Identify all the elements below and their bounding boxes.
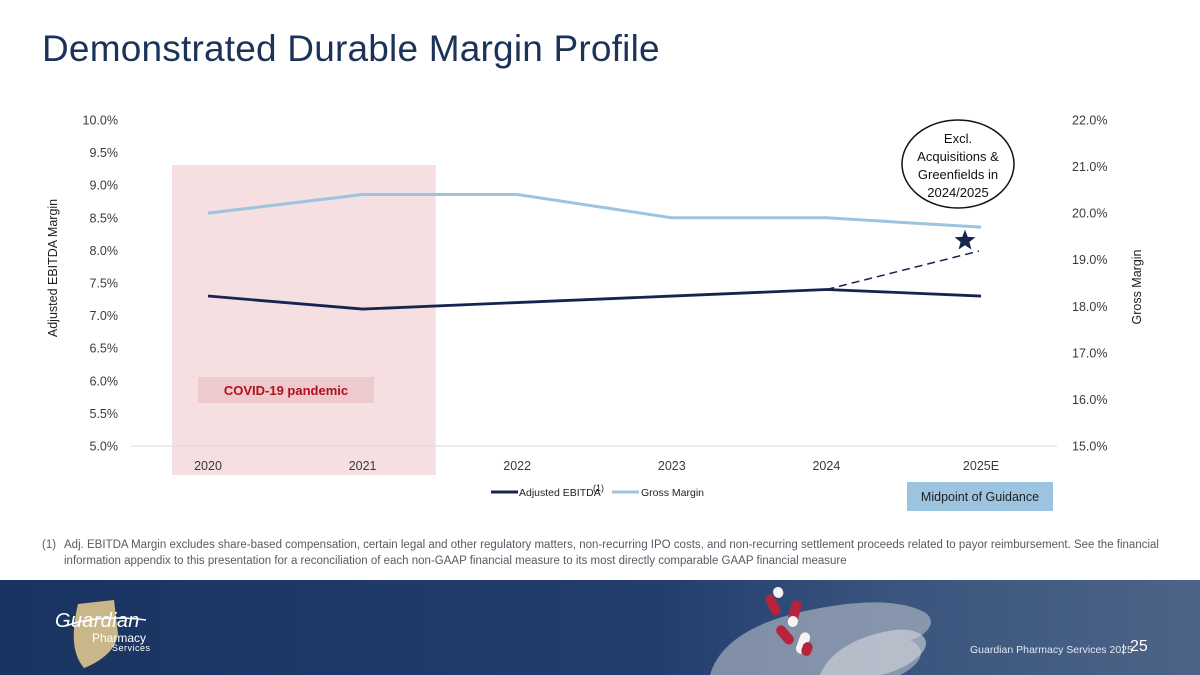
- callout-line-1: Excl.: [944, 131, 972, 146]
- left-tick-label: 7.0%: [90, 309, 119, 323]
- left-tick-label: 5.5%: [90, 407, 119, 421]
- left-tick-label: 9.5%: [90, 146, 119, 160]
- legend-label-gross-margin: Gross Margin: [641, 487, 704, 499]
- left-tick-label: 8.5%: [90, 211, 119, 225]
- footer-bar: Guardian Pharmacy Services Guardian Phar…: [0, 580, 1200, 675]
- right-tick-label: 20.0%: [1072, 207, 1107, 221]
- callout-line-4: 2024/2025: [927, 185, 988, 200]
- logo-text-guardian: Guardian: [55, 610, 140, 632]
- right-tick-label: 16.0%: [1072, 393, 1107, 407]
- x-tick-label: 2024: [812, 459, 840, 473]
- x-tick-label: 2021: [349, 459, 377, 473]
- legend-superscript: (1): [593, 483, 604, 493]
- legend: Adjusted EBITDA (1) Gross Margin: [491, 483, 704, 499]
- left-tick-label: 8.0%: [90, 244, 119, 258]
- right-tick-label: 17.0%: [1072, 346, 1107, 360]
- callout-line-2: Acquisitions &: [917, 149, 999, 164]
- series-line-adjusted-ebitda: [207, 288, 982, 311]
- callout-bubble: Excl. Acquisitions & Greenfields in 2024…: [901, 119, 1015, 209]
- left-tick-label: 6.0%: [90, 374, 119, 388]
- left-axis-label: Adjusted EBITDA Margin: [46, 199, 60, 337]
- logo-text-pharmacy: Pharmacy: [92, 631, 147, 645]
- hand-with-pills-image: [710, 587, 931, 675]
- covid-label-box: [198, 377, 374, 403]
- x-tick-label: 2022: [503, 459, 531, 473]
- guardian-shield-logo-icon: [65, 600, 147, 668]
- legend-label-adjusted-ebitda: Adjusted EBITDA: [519, 487, 601, 499]
- left-axis-ticks: 5.0% 5.5% 6.0% 6.5% 7.0% 7.5% 8.0% 8.5% 9.0% 9.5%…: [83, 114, 118, 454]
- guidance-label: Midpoint of Guidance: [921, 490, 1039, 504]
- footer-separator: |: [1122, 643, 1125, 655]
- footer-company-name: Guardian Pharmacy Services 2025: [970, 644, 1133, 656]
- footnote-text: Adj. EBITDA Margin excludes share-based …: [64, 539, 1159, 567]
- series-line-gross-margin: [207, 193, 982, 229]
- right-tick-label: 19.0%: [1072, 253, 1107, 267]
- logo-text-services: Services: [112, 643, 151, 653]
- covid-label: COVID-19 pandemic: [224, 383, 348, 398]
- left-tick-label: 7.5%: [90, 277, 119, 291]
- left-tick-label: 5.0%: [90, 440, 119, 454]
- right-axis-ticks: 15.0% 16.0% 17.0% 18.0% 19.0% 20.0% 21.0% 22.0%: [1072, 114, 1107, 454]
- footnote-number: (1): [42, 539, 57, 551]
- x-tick-label: 2020: [194, 459, 222, 473]
- right-axis-label: Gross Margin: [1130, 249, 1144, 324]
- footnote: (1) Adj. EBITDA Margin excludes share-ba…: [42, 537, 1192, 569]
- right-tick-label: 21.0%: [1072, 160, 1107, 174]
- right-tick-label: 22.0%: [1072, 114, 1107, 128]
- right-tick-label: 18.0%: [1072, 300, 1107, 314]
- left-tick-label: 9.0%: [90, 179, 119, 193]
- dashed-projection-line: [826, 250, 980, 291]
- right-tick-label: 15.0%: [1072, 440, 1107, 454]
- left-tick-label: 6.5%: [90, 342, 119, 356]
- callout-line-3: Greenfields in: [918, 167, 998, 182]
- callout-ellipse: [901, 119, 1015, 209]
- page-number: 25: [1130, 638, 1148, 655]
- x-axis-ticks: 2020 2021 2022 2023 2024 2025E: [194, 459, 999, 473]
- covid-shaded-region: [172, 165, 436, 475]
- x-tick-label: 2023: [658, 459, 686, 473]
- page-title: Demonstrated Durable Margin Profile: [42, 28, 660, 69]
- x-tick-label: 2025E: [963, 459, 999, 473]
- margin-chart: COVID-19 pandemic 5.0% 5.5% 6.0% 6.5% 7.0% 7.…: [46, 114, 1144, 511]
- star-marker-icon: [954, 229, 976, 250]
- guidance-box: [907, 482, 1053, 511]
- left-tick-label: 10.0%: [83, 114, 118, 128]
